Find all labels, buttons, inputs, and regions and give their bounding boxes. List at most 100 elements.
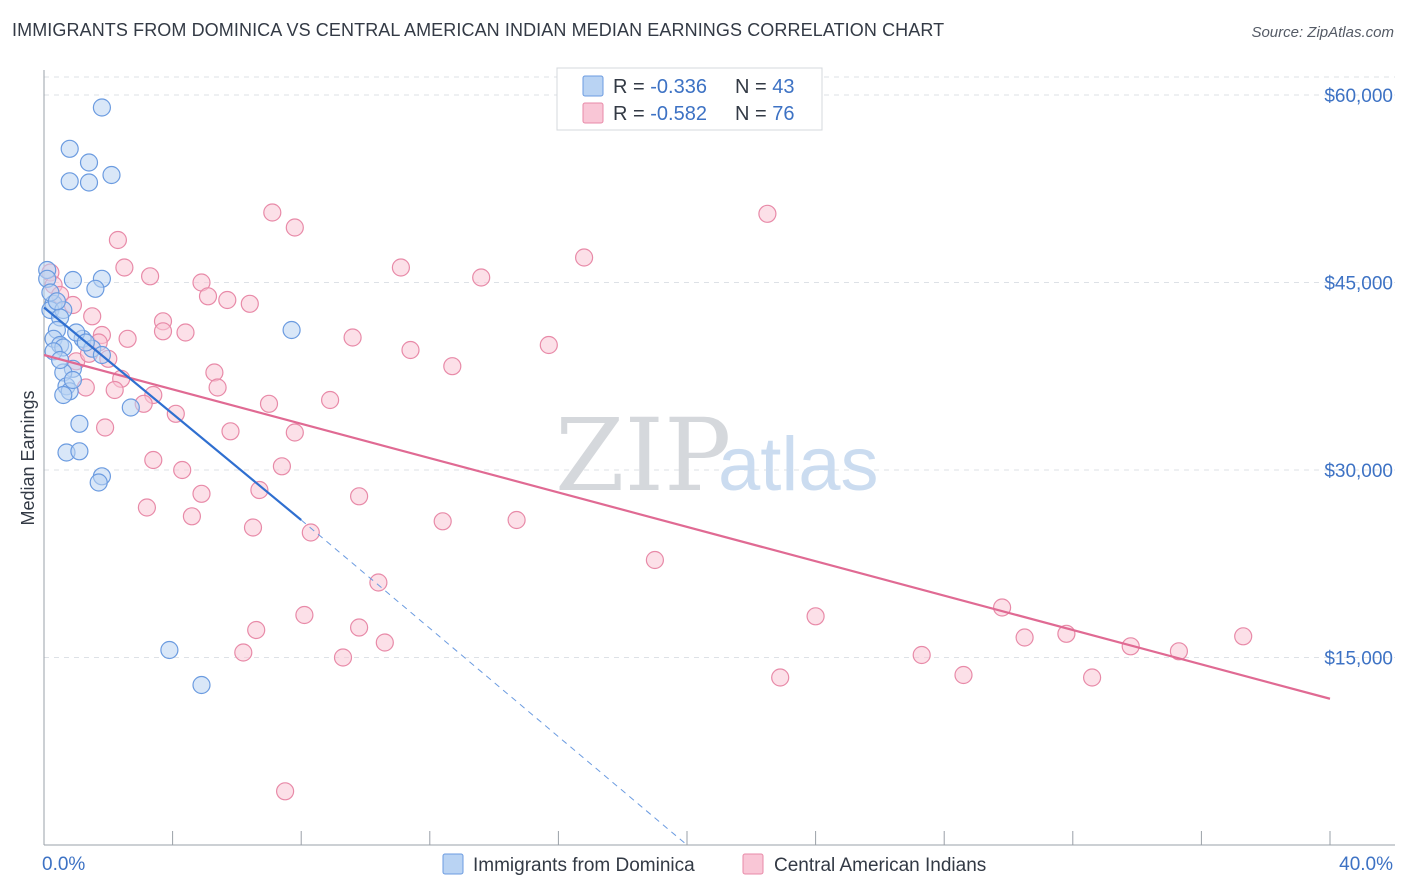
central-american-indians-point-36 bbox=[250, 480, 269, 500]
central-american-indians-point-30 bbox=[285, 423, 304, 442]
y-tick-label-0: $15,000 bbox=[1324, 649, 1393, 670]
legend-swatch-pink bbox=[582, 102, 604, 124]
x-tick-label-1: 40.0% bbox=[1339, 854, 1393, 875]
central-american-indians-point-74 bbox=[105, 380, 124, 400]
watermark-atlas: atlas bbox=[718, 422, 879, 507]
series-immigrants-from-dominica-points bbox=[38, 98, 301, 695]
central-american-indians-point-32 bbox=[173, 460, 192, 480]
central-american-indians-point-23 bbox=[205, 363, 224, 382]
central-american-indians-point-25 bbox=[259, 394, 279, 413]
trend-lines bbox=[43, 306, 1331, 846]
central-american-indians-point-58 bbox=[234, 643, 253, 662]
central-american-indians-point-35 bbox=[192, 484, 211, 503]
series-legend-swatch-blue bbox=[442, 853, 464, 875]
legend-row-2-n: N = 76 bbox=[735, 103, 795, 125]
central-american-indians-point-51 bbox=[443, 357, 462, 376]
legend-r-value-1: -0.336 bbox=[650, 76, 707, 98]
central-american-indians-point-62 bbox=[806, 607, 825, 626]
central-american-indians-point-37 bbox=[182, 507, 201, 526]
legend-r-label-1: R = bbox=[613, 76, 650, 98]
dominica-point-29 bbox=[70, 414, 89, 433]
central-american-indians-point-60 bbox=[375, 633, 394, 652]
central-american-indians-point-56 bbox=[247, 620, 266, 640]
central-american-indians-point-17 bbox=[118, 329, 137, 348]
y-tick-labels: $15,000 $30,000 $45,000 $60,000 bbox=[1324, 86, 1393, 670]
legend-r-label-2: R = bbox=[613, 103, 650, 125]
legend-n-label-1: N = bbox=[735, 76, 772, 98]
dominica-point-9 bbox=[63, 270, 83, 290]
dominica-point-1 bbox=[60, 139, 79, 158]
y-tick-label-3: $60,000 bbox=[1324, 86, 1393, 107]
central-american-indians-point-57 bbox=[350, 618, 369, 637]
central-american-indians-point-26 bbox=[321, 390, 340, 410]
central-american-indians-point-44 bbox=[285, 218, 304, 237]
watermark: ZIP atlas bbox=[555, 397, 879, 514]
series-legend-label-blue: Immigrants from Dominica bbox=[473, 855, 695, 876]
central-american-indians-point-72 bbox=[276, 782, 295, 801]
central-american-indians-point-34 bbox=[137, 498, 156, 517]
dominica-point-35 bbox=[192, 675, 211, 695]
central-american-indians-point-11 bbox=[198, 287, 218, 306]
central-american-indians-point-33 bbox=[272, 457, 291, 476]
legend-row-1-n: N = 43 bbox=[735, 76, 795, 98]
dominica-point-33 bbox=[89, 473, 108, 492]
central-american-indians-point-13 bbox=[240, 294, 259, 313]
central-american-indians-point-47 bbox=[574, 248, 594, 267]
central-american-indians-point-50 bbox=[401, 340, 420, 360]
trend-line-central-american-indians bbox=[43, 353, 1331, 700]
central-american-indians-point-49 bbox=[343, 328, 362, 347]
dominica-point-27 bbox=[54, 385, 73, 405]
legend-n-value-1: 43 bbox=[772, 76, 794, 98]
watermark-zip: ZIP bbox=[555, 397, 731, 514]
central-american-indians-point-29 bbox=[221, 422, 240, 441]
central-american-indians-point-53 bbox=[369, 573, 388, 592]
y-tick-label-2: $45,000 bbox=[1324, 274, 1393, 295]
dominica-point-0 bbox=[92, 98, 112, 117]
trend-line-dominica bbox=[43, 306, 302, 521]
central-american-indians-point-46 bbox=[472, 268, 491, 287]
legend-r-value-2: -0.582 bbox=[650, 103, 707, 125]
chart-title: IMMIGRANTS FROM DOMINICA VS CENTRAL AMER… bbox=[12, 20, 945, 40]
dominica-point-28 bbox=[121, 398, 140, 417]
central-american-indians-point-42 bbox=[507, 510, 526, 530]
series-legend-swatch-pink bbox=[742, 853, 764, 875]
dominica-point-10 bbox=[86, 279, 105, 298]
central-american-indians-point-39 bbox=[301, 523, 320, 542]
dominica-point-37 bbox=[47, 292, 67, 311]
central-american-indians-point-70 bbox=[1169, 642, 1189, 661]
central-american-indians-point-12 bbox=[218, 290, 237, 310]
grid-lines bbox=[44, 76, 1395, 658]
central-american-indians-point-4 bbox=[83, 307, 102, 326]
central-american-indians-point-8 bbox=[115, 258, 134, 277]
legend-row-1: R = -0.336 bbox=[613, 76, 707, 98]
central-american-indians-point-48 bbox=[758, 204, 777, 223]
dominica-point-5 bbox=[79, 173, 99, 192]
legend-n-value-2: 76 bbox=[772, 103, 794, 125]
dominica-point-31 bbox=[70, 442, 89, 461]
central-american-indians-point-61 bbox=[771, 668, 790, 687]
central-american-indians-point-9 bbox=[141, 267, 160, 286]
central-american-indians-point-31 bbox=[144, 450, 163, 470]
dominica-point-4 bbox=[102, 165, 121, 185]
central-american-indians-point-41 bbox=[433, 512, 452, 531]
legend-n-label-2: N = bbox=[735, 103, 772, 125]
correlation-legend: R = -0.336 N = 43 R = -0.582 N = 76 bbox=[556, 67, 823, 131]
legend-swatch-blue bbox=[582, 75, 604, 97]
dominica-point-34 bbox=[160, 640, 179, 660]
central-american-indians-point-71 bbox=[1234, 627, 1253, 646]
central-american-indians-point-54 bbox=[645, 550, 665, 570]
series-legend-label-pink: Central American Indians bbox=[774, 855, 986, 876]
trend-line-dominica-extension bbox=[300, 519, 688, 846]
legend-row-2: R = -0.582 bbox=[613, 103, 707, 125]
central-american-indians-point-63 bbox=[912, 645, 931, 665]
y-tick-label-1: $30,000 bbox=[1324, 461, 1393, 482]
central-american-indians-point-24 bbox=[208, 378, 227, 397]
dominica-point-3 bbox=[60, 172, 79, 191]
dominica-point-15 bbox=[282, 320, 301, 340]
central-american-indians-point-43 bbox=[263, 203, 282, 222]
y-axis-label: Median Earnings bbox=[18, 390, 38, 525]
axes bbox=[43, 70, 1395, 846]
dominica-point-40 bbox=[63, 370, 83, 390]
central-american-indians-point-7 bbox=[108, 230, 128, 250]
